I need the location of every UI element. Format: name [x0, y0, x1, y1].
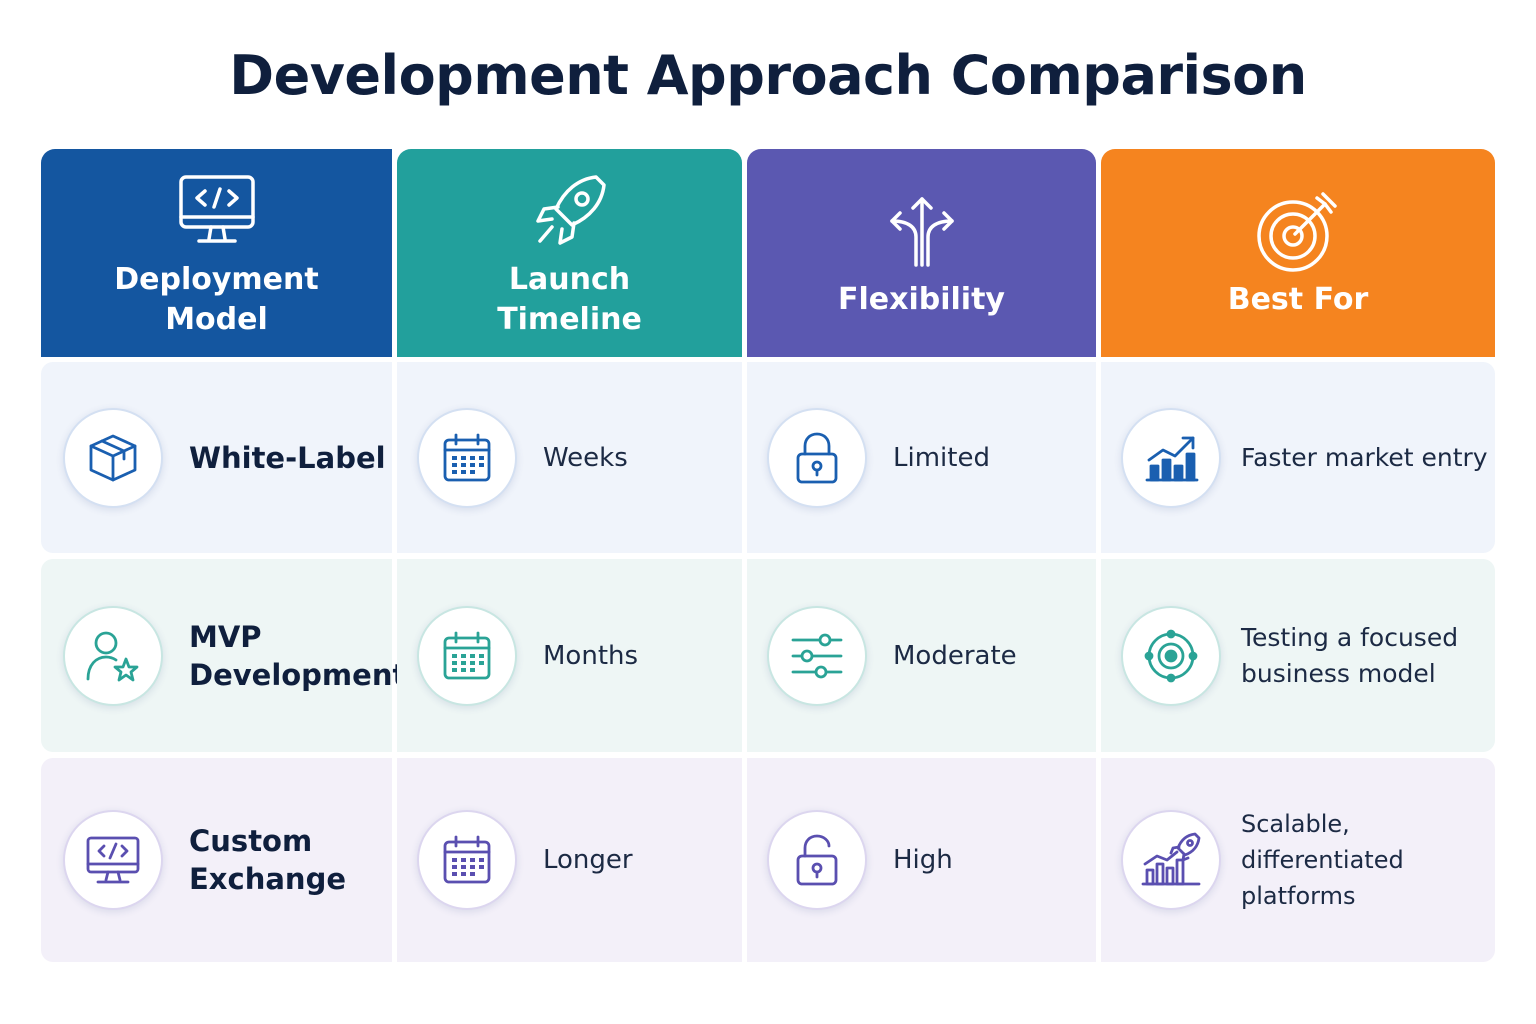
best-for-label: Faster market entry — [1241, 442, 1488, 472]
target-cycle-icon — [1121, 605, 1221, 706]
unlock-icon — [767, 810, 867, 910]
calendar-icon — [417, 407, 517, 508]
header-best-for: Best For — [1101, 149, 1495, 357]
monitor-code-icon — [63, 810, 163, 910]
monitor-code-icon — [172, 166, 262, 256]
flexibility-label: Limited — [893, 442, 990, 473]
cell-mvp-development: MVP Development — [41, 559, 406, 752]
cell-limited: Limited — [747, 362, 1096, 553]
sliders-icon — [767, 605, 867, 706]
cell-scalable-platforms: Scalable, differentiated platforms — [1101, 758, 1495, 962]
header-label: Best For — [1227, 282, 1369, 317]
target-arrow-icon — [1253, 186, 1343, 276]
timeline-label: Months — [543, 640, 639, 671]
lock-icon — [767, 407, 867, 508]
timeline-label: Longer — [543, 845, 633, 875]
calendar-icon — [417, 810, 517, 910]
split-arrows-icon — [877, 186, 967, 276]
flexibility-label: High — [893, 845, 953, 875]
cell-testing-focused-model: Testing a focused business model — [1101, 559, 1495, 752]
chart-rocket-icon — [1121, 810, 1221, 910]
box-icon — [63, 407, 163, 508]
cell-months: Months — [397, 559, 742, 752]
header-label: Launch Timeline — [497, 262, 642, 337]
header-label: Deployment Model — [114, 262, 319, 337]
flexibility-label: Moderate — [893, 640, 1017, 671]
header-launch-timeline: Launch Timeline — [397, 149, 742, 357]
best-for-label: Testing a focused business model — [1241, 622, 1459, 688]
timeline-label: Weeks — [543, 442, 628, 473]
cell-moderate: Moderate — [747, 559, 1096, 752]
chart-growth-icon — [1121, 407, 1221, 508]
model-label: White-Label — [189, 440, 386, 475]
cell-white-label: White-Label — [41, 362, 392, 553]
calendar-icon — [417, 605, 517, 706]
header-flexibility: Flexibility — [747, 149, 1096, 357]
cell-high: High — [747, 758, 1096, 962]
rocket-icon — [525, 166, 615, 256]
cell-longer: Longer — [397, 758, 742, 962]
model-label: Custom Exchange — [189, 824, 346, 896]
user-star-icon — [63, 605, 163, 706]
header-label: Flexibility — [838, 282, 1005, 317]
page-title: Development Approach Comparison — [229, 44, 1307, 107]
cell-faster-market-entry: Faster market entry — [1101, 362, 1495, 553]
model-label: MVP Development — [189, 619, 407, 692]
cell-custom-exchange: Custom Exchange — [41, 758, 392, 962]
best-for-label: Scalable, differentiated platforms — [1241, 810, 1404, 910]
header-deployment-model: Deployment Model — [41, 149, 392, 357]
cell-weeks: Weeks — [397, 362, 742, 553]
